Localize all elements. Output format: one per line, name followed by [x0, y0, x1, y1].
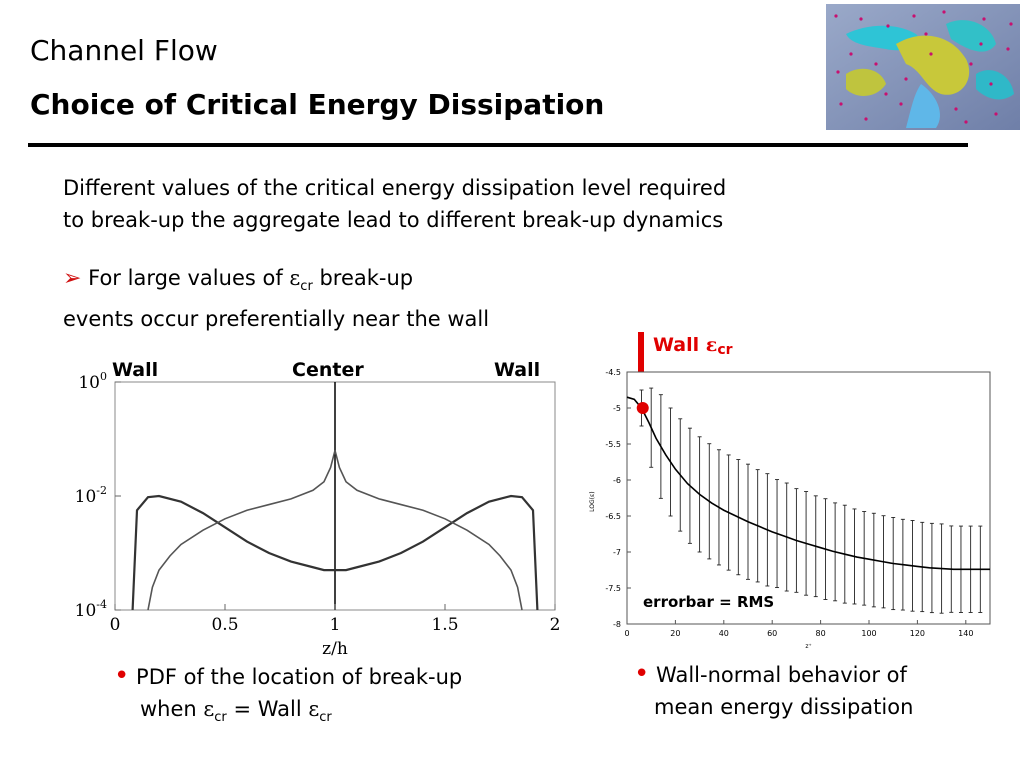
- pdf-series-1: [131, 494, 539, 611]
- epsilon-symbol: ε: [289, 266, 301, 290]
- dissipation-profile-chart: 0 20 40 60 80 100 120 140 -4.5 -5 -5.5 -6 -6.5 -7 -7.5…: [589, 368, 991, 650]
- r-y-tick-label-6: -7.5: [605, 584, 621, 593]
- wall-epsilon-label-text: Wall: [653, 334, 706, 356]
- r-x-tick-label-5: 100: [861, 629, 876, 638]
- arrow-bullet-icon: ➢: [63, 266, 82, 291]
- title-rule: [28, 143, 968, 147]
- r-y-tick-label-0: -4.5: [605, 368, 621, 377]
- bullet-text-post: break-up: [312, 266, 414, 290]
- mean-dissipation-line: [626, 396, 990, 571]
- r-x-tick-label-3: 60: [767, 629, 777, 638]
- pdf-breakup-chart: 0 0.5 1 1.5 2 100 10-2 10-4 z/h: [75, 370, 561, 659]
- y-tick-label-1: 10-2: [75, 484, 107, 507]
- x-tick-label-1: 0.5: [211, 615, 238, 635]
- slide-subtitle: Choice of Critical Energy Dissipation: [30, 88, 605, 121]
- y-tick-label-0: 100: [78, 370, 107, 393]
- wall-marker-arrow-shaft: [638, 332, 644, 402]
- left-caption-cr-1: cr: [214, 710, 227, 726]
- r-x-tick-label-2: 40: [719, 629, 729, 638]
- x-axis-label: z/h: [322, 639, 348, 659]
- x-tick-label-2: 1: [330, 615, 341, 635]
- right-caption-bullet: •: [634, 659, 650, 689]
- left-caption-epsilon: ε: [203, 697, 215, 721]
- wall-epsilon-marker: [636, 402, 649, 414]
- r-x-tick-label-7: 140: [958, 629, 973, 638]
- left-caption-when: when: [140, 697, 204, 721]
- simulation-thumbnail: [826, 4, 1020, 130]
- intro-line-1: Different values of the critical energy …: [63, 176, 727, 200]
- particle-dots: [834, 10, 1013, 124]
- errorbar-note: errorbar = RMS: [643, 593, 775, 611]
- bullet-text-pre: For large values of: [88, 266, 290, 290]
- r-y-tick-label-4: -6.5: [605, 512, 621, 521]
- left-caption-cr-2: cr: [319, 710, 332, 726]
- right-caption: • Wall-normal behavior of mean energy di…: [634, 658, 984, 723]
- center-label: Center: [292, 359, 364, 381]
- r-x-tick-label-1: 20: [670, 629, 680, 638]
- left-caption: • PDF of the location of break-up when ε…: [114, 660, 574, 734]
- bullet-line-2: events occur preferentially near the wal…: [63, 307, 490, 332]
- wall-epsilon-cr-label: Wall εcr: [653, 334, 733, 358]
- wall-epsilon-symbol: ε: [705, 334, 718, 356]
- x-tick-label-0: 0: [110, 615, 121, 635]
- r-y-tick-label-1: -5: [613, 404, 621, 413]
- intro-line-2: to break-up the aggregate lead to differ…: [63, 208, 724, 232]
- r-y-tick-label-3: -6: [613, 476, 621, 485]
- left-caption-epsilon-2: ε: [308, 697, 320, 721]
- x-tick-label-4: 2: [550, 615, 561, 635]
- r-x-tick-label-4: 80: [816, 629, 826, 638]
- x-tick-label-3: 1.5: [431, 615, 458, 635]
- r-y-tick-label-2: -5.5: [605, 440, 621, 449]
- arrow-bullet: ➢ For large values of εcr break-up event…: [63, 262, 603, 335]
- r-y-tick-label-7: -8: [613, 620, 621, 629]
- right-wall-label: Wall: [494, 359, 541, 381]
- left-caption-line1: PDF of the location of break-up: [136, 665, 463, 689]
- right-caption-line2: mean energy dissipation: [654, 695, 914, 719]
- r-y-tick-label-5: -7: [613, 548, 621, 557]
- intro-text: Different values of the critical energy …: [63, 172, 893, 236]
- left-caption-eq: = Wall: [226, 697, 309, 721]
- left-wall-label: Wall: [112, 359, 159, 381]
- left-caption-bullet: •: [114, 661, 130, 691]
- right-caption-line1: Wall-normal behavior of: [656, 663, 907, 687]
- right-plot-frame: [626, 371, 991, 625]
- r-x-tick-label-0: 0: [624, 629, 629, 638]
- pdf-series-2: [147, 450, 523, 611]
- r-y-axis-label: LOG(ε): [589, 491, 596, 511]
- r-x-tick-label-6: 120: [910, 629, 925, 638]
- wall-epsilon-subscript: cr: [717, 342, 733, 358]
- epsilon-subscript: cr: [300, 279, 313, 295]
- r-x-axis-label: z⁺: [805, 643, 811, 650]
- y-tick-label-2: 10-4: [75, 598, 107, 621]
- slide-title: Channel Flow: [30, 34, 218, 67]
